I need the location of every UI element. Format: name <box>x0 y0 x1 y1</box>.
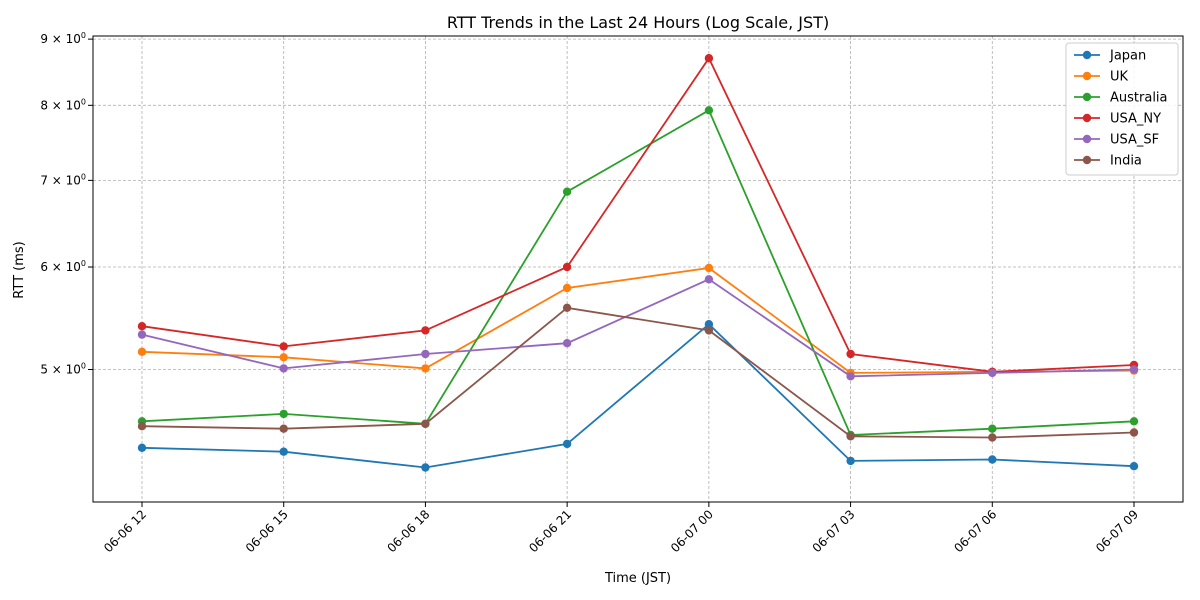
data-point-australia <box>988 424 997 433</box>
data-point-japan <box>562 439 572 449</box>
grid <box>93 36 1183 502</box>
data-point-usa-ny <box>137 322 147 331</box>
data-point-japan <box>1129 462 1139 471</box>
data-point-australia <box>704 106 714 115</box>
data-point-japan <box>421 463 430 472</box>
plot-frame <box>92 35 1184 503</box>
data-point-usa-sf <box>704 275 714 284</box>
y-tick-label: 5 × 100 <box>40 362 86 377</box>
data-point-india <box>988 433 997 442</box>
x-tick-label: 06-07 00 <box>668 507 716 555</box>
y-axis-label: RTT (ms) <box>12 241 27 298</box>
x-tick-label: 06-06 15 <box>243 507 291 555</box>
data-point-japan <box>846 456 855 466</box>
data-point-usa-sf <box>1129 365 1139 374</box>
data-point-japan <box>988 455 997 464</box>
data-point-usa-sf <box>137 330 147 339</box>
legend-label-australia: Australia <box>1110 91 1168 106</box>
series-layer <box>137 54 1139 472</box>
legend-marker-japan <box>1082 50 1092 60</box>
data-point-uk <box>137 347 147 356</box>
data-point-india <box>137 422 147 431</box>
legend-label-uk: UK <box>1110 70 1129 85</box>
legend-marker-uk <box>1082 71 1092 81</box>
data-point-uk <box>562 283 572 293</box>
series-line-usa-sf <box>141 278 1135 378</box>
data-point-usa-ny <box>704 54 714 63</box>
data-point-usa-sf <box>988 368 997 378</box>
legend-label-usa-ny: USA_NY <box>1110 112 1161 127</box>
data-point-japan <box>137 443 147 452</box>
data-point-usa-ny <box>562 262 572 272</box>
data-point-india <box>562 303 572 312</box>
legend-label-india: India <box>1110 154 1142 169</box>
axes: 06-06 12 06-06 15 06-06 18 06-06 21 06-07 00… <box>40 31 1141 555</box>
data-point-usa-ny <box>279 342 288 351</box>
x-tick-label: 06-06 12 <box>101 507 149 555</box>
y-tick-label: 8 × 100 <box>40 97 86 112</box>
x-tick-label: 06-07 03 <box>810 507 858 555</box>
chart-title: RTT Trends in the Last 24 Hours (Log Sca… <box>447 13 829 32</box>
data-point-india <box>1129 428 1139 437</box>
data-point-uk <box>421 364 430 373</box>
x-axis-label: Time (JST) <box>604 571 671 586</box>
legend: Japan UK Australia USA_NY USA_SF India <box>1065 42 1179 176</box>
data-point-australia <box>562 187 572 196</box>
legend-marker-usa-ny <box>1082 113 1092 123</box>
legend-label-japan: Japan <box>1109 49 1146 64</box>
x-tick-label: 06-06 21 <box>526 507 574 555</box>
x-tick-label: 06-06 18 <box>384 507 432 555</box>
legend-marker-australia <box>1082 92 1092 102</box>
data-point-japan <box>704 320 714 329</box>
x-tick-label: 06-07 06 <box>951 507 999 555</box>
data-point-usa-sf <box>279 364 288 373</box>
data-point-india <box>279 424 288 433</box>
data-point-usa-sf <box>421 349 430 359</box>
series-line-australia <box>141 109 1135 436</box>
series-line-uk <box>141 267 1135 374</box>
data-point-uk <box>704 263 714 273</box>
y-tick-label: 9 × 100 <box>40 31 86 46</box>
x-tick-label: 06-07 09 <box>1093 507 1141 555</box>
series-line-india <box>141 306 1135 439</box>
series-line-usa-ny <box>141 56 1135 373</box>
y-tick-label: 6 × 100 <box>40 259 86 274</box>
legend-marker-usa-sf <box>1082 134 1092 144</box>
data-point-japan <box>279 447 288 456</box>
legend-marker-india <box>1082 155 1092 165</box>
data-point-usa-ny <box>846 349 855 359</box>
data-point-usa-sf <box>562 339 572 348</box>
data-point-australia <box>279 409 288 419</box>
data-point-india <box>421 419 430 428</box>
data-point-usa-sf <box>846 372 855 381</box>
data-point-india <box>704 326 714 335</box>
y-tick-label: 7 × 100 <box>40 172 86 187</box>
data-point-india <box>846 432 855 441</box>
data-point-uk <box>279 353 288 362</box>
data-point-usa-ny <box>421 326 430 335</box>
data-point-australia <box>1129 417 1139 426</box>
legend-label-usa-sf: USA_SF <box>1110 133 1159 148</box>
series-line-japan <box>141 322 1135 469</box>
